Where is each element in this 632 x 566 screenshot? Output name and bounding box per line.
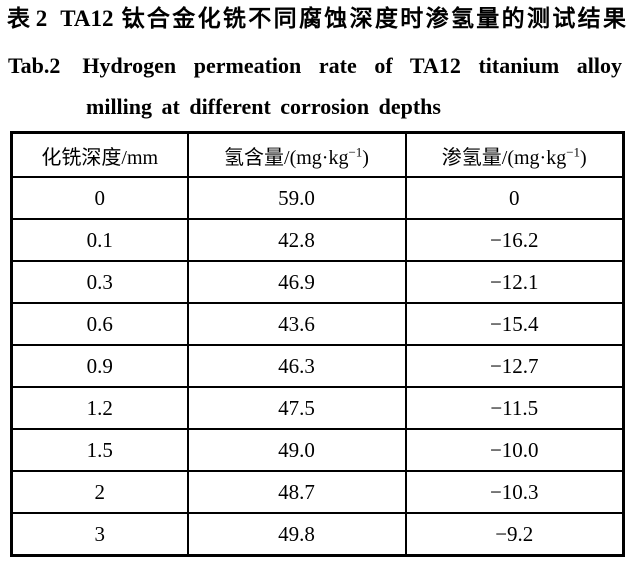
table-cell: 46.3 [186,344,407,388]
table-cell: −12.1 [404,260,625,304]
column-header-text: 化铣深度/mm [41,146,159,169]
table-cell: 59.0 [186,176,407,220]
column-header-tail: ) [580,146,587,169]
table-cell: 47.5 [186,386,407,430]
table-cell: 48.7 [186,470,407,514]
table-cell: 0.1 [10,218,189,262]
table-cell: −10.0 [404,428,625,472]
column-header-text: 氢含量/(mg·kg [224,146,349,169]
table-cell: 1.2 [10,386,189,430]
table-header: 化铣深度/mm 氢含量/(mg·kg−1) 渗氢量/(mg·kg−1) [10,131,625,178]
table-cell: 2 [10,470,189,514]
table-cell: −16.2 [404,218,625,262]
data-table: 化铣深度/mm 氢含量/(mg·kg−1) 渗氢量/(mg·kg−1) 0 59… [10,131,625,557]
table-caption-zh: 表 2 TA12 钛合金化铣不同腐蚀深度时渗氢量的测试结果 [7,4,626,34]
paper-table-figure: 表 2 TA12 钛合金化铣不同腐蚀深度时渗氢量的测试结果 Tab.2 Hydr… [0,4,632,557]
table-row: 3 49.8 −9.2 [10,512,625,557]
table-caption-zh-label: 表 2 [7,6,48,31]
table-cell: 3 [10,512,189,557]
table-cell: −10.3 [404,470,625,514]
table-header-row: 化铣深度/mm 氢含量/(mg·kg−1) 渗氢量/(mg·kg−1) [10,131,625,178]
table-row: 0 59.0 0 [10,176,625,220]
table-cell: 43.6 [186,302,407,346]
table-cell: 49.0 [186,428,407,472]
table-cell: 49.8 [186,512,407,557]
table-cell: 0 [404,176,625,220]
table-row: 2 48.7 −10.3 [10,470,625,514]
table-cell: −9.2 [404,512,625,557]
table-cell: −15.4 [404,302,625,346]
table-row: 0.6 43.6 −15.4 [10,302,625,346]
table-cell: 0.9 [10,344,189,388]
column-header-tail: ) [362,146,369,169]
table-row: 0.1 42.8 −16.2 [10,218,625,262]
table-cell: 0.6 [10,302,189,346]
table-body: 0 59.0 0 0.1 42.8 −16.2 0.3 46.9 −12.1 0… [10,176,625,557]
table-cell: 0 [10,176,189,220]
table-caption-en-label: Tab.2 [8,53,61,78]
table-cell: 46.9 [186,260,407,304]
table-row: 1.5 49.0 −10.0 [10,428,625,472]
table-cell: 1.5 [10,428,189,472]
column-header-sup: −1 [566,143,581,159]
table-row: 0.9 46.3 −12.7 [10,344,625,388]
table-row: 1.2 47.5 −11.5 [10,386,625,430]
table-caption-en-line1: Tab.2 Hydrogen permeation rate of TA12 t… [8,51,622,81]
table-cell: −12.7 [404,344,625,388]
column-header-text: 渗氢量/(mg·kg [441,146,567,169]
column-header-sup: −1 [348,143,363,159]
table-caption-en-text: Hydrogen permeation rate of TA12 titaniu… [82,53,622,78]
table-cell: 0.3 [10,260,189,304]
table-row: 0.3 46.9 −12.1 [10,260,625,304]
table-cell: −11.5 [404,386,625,430]
table-cell: 42.8 [186,218,407,262]
table-caption-en-line2: milling at different corrosion depths [86,94,441,119]
column-header-hydrogen-content: 氢含量/(mg·kg−1) [186,131,407,178]
table-caption-zh-text: TA12 钛合金化铣不同腐蚀深度时渗氢量的测试结果 [60,6,626,31]
column-header-depth: 化铣深度/mm [10,131,189,178]
column-header-permeation: 渗氢量/(mg·kg−1) [404,131,625,178]
